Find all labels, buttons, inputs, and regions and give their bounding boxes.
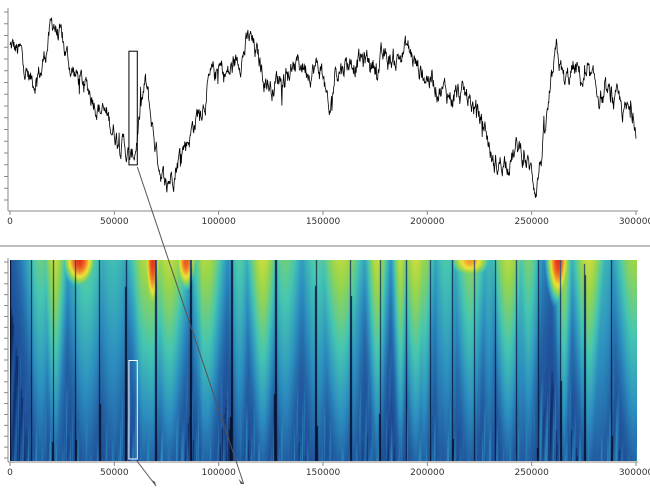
x-tick-label: 0: [7, 217, 13, 227]
highlight-box: [128, 360, 138, 460]
scalogram-panel: 0 50000 100000 150000 200000 250000 300000: [4, 258, 650, 478]
x-tick-label: 100000: [201, 468, 236, 478]
arrow-head: [238, 479, 244, 484]
x-ticks: 0 50000 100000 150000 200000 250000 300000: [7, 462, 650, 478]
y-ticks: [4, 11, 8, 201]
connector-line: [136, 166, 245, 485]
scalogram-image: [10, 260, 637, 461]
x-tick-label: 300000: [619, 468, 650, 478]
x-tick-label: 100000: [201, 217, 236, 227]
y-ticks: [4, 261, 8, 459]
x-tick-label: 250000: [514, 217, 549, 227]
highlight-box: [128, 50, 138, 166]
x-tick-label: 250000: [514, 468, 549, 478]
x-tick-label: 0: [7, 468, 13, 478]
x-ticks: 0 50000 100000 150000 200000 250000 300000: [7, 211, 650, 227]
connector-line: [136, 460, 157, 487]
series-line: [9, 17, 637, 198]
x-tick-label: 300000: [619, 217, 650, 227]
x-tick-label: 200000: [410, 217, 445, 227]
x-tick-label: 150000: [306, 217, 341, 227]
x-tick-label: 50000: [100, 217, 129, 227]
x-tick-label: 50000: [100, 468, 129, 478]
arrow-head: [152, 480, 157, 486]
connector-arrows: [136, 166, 245, 487]
time-series-panel: 0 50000 100000 150000 200000 250000 300000: [4, 8, 650, 227]
x-tick-label: 150000: [306, 468, 341, 478]
x-tick-label: 200000: [410, 468, 445, 478]
